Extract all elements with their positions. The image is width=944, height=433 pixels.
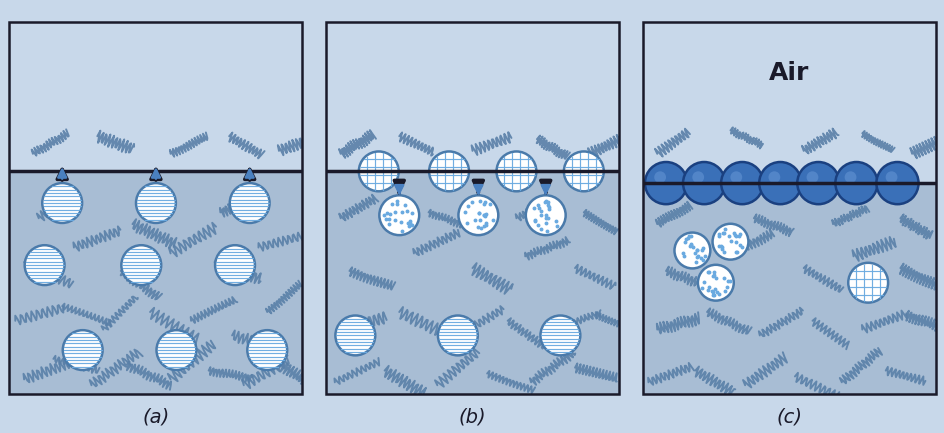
Text: (b): (b) — [458, 407, 486, 427]
Circle shape — [496, 152, 536, 191]
Circle shape — [698, 265, 733, 301]
Text: (a): (a) — [143, 407, 169, 427]
Circle shape — [875, 162, 918, 204]
Circle shape — [157, 330, 196, 370]
Circle shape — [564, 152, 603, 191]
Circle shape — [379, 195, 419, 235]
Circle shape — [62, 330, 103, 370]
Circle shape — [429, 152, 468, 191]
Circle shape — [359, 152, 398, 191]
Circle shape — [229, 183, 269, 223]
Circle shape — [136, 183, 176, 223]
Circle shape — [121, 245, 161, 285]
Circle shape — [758, 162, 801, 204]
Circle shape — [525, 195, 565, 235]
Circle shape — [730, 171, 741, 183]
Circle shape — [885, 171, 897, 183]
Circle shape — [712, 224, 748, 260]
Circle shape — [683, 162, 724, 204]
Circle shape — [848, 263, 887, 303]
Circle shape — [767, 171, 780, 183]
Circle shape — [540, 316, 580, 355]
Text: Air: Air — [768, 61, 808, 85]
Circle shape — [247, 330, 287, 370]
Circle shape — [437, 316, 478, 355]
Circle shape — [335, 316, 375, 355]
Text: (c): (c) — [775, 407, 801, 427]
Circle shape — [42, 183, 82, 223]
Circle shape — [653, 171, 666, 183]
Circle shape — [458, 195, 497, 235]
Circle shape — [834, 162, 877, 204]
Circle shape — [844, 171, 855, 183]
Circle shape — [806, 171, 818, 183]
Circle shape — [644, 162, 686, 204]
Circle shape — [215, 245, 255, 285]
Circle shape — [692, 171, 703, 183]
Circle shape — [674, 233, 710, 268]
Circle shape — [720, 162, 763, 204]
Circle shape — [797, 162, 838, 204]
Circle shape — [25, 245, 64, 285]
